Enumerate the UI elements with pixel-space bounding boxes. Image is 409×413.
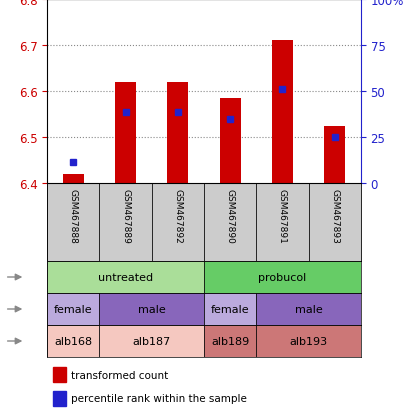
Text: percentile rank within the sample: percentile rank within the sample: [70, 394, 246, 404]
Text: untreated: untreated: [98, 272, 153, 282]
Bar: [115, 83, 136, 183]
Bar: [204, 183, 256, 261]
Text: female: female: [210, 304, 249, 314]
Bar: [167, 83, 188, 183]
Bar: [204, 261, 360, 293]
Text: male: male: [294, 304, 321, 314]
Bar: [53, 391, 66, 406]
Text: GSM467892: GSM467892: [173, 189, 182, 244]
Text: female: female: [54, 304, 92, 314]
Bar: [151, 183, 204, 261]
Bar: [308, 183, 360, 261]
Text: probucol: probucol: [258, 272, 306, 282]
Bar: [99, 293, 204, 325]
Text: alb168: alb168: [54, 336, 92, 346]
Text: GSM467890: GSM467890: [225, 189, 234, 244]
Text: alb193: alb193: [289, 336, 327, 346]
Bar: [204, 293, 256, 325]
Bar: [324, 126, 344, 183]
Bar: [47, 293, 99, 325]
Text: transformed count: transformed count: [70, 370, 168, 380]
Text: alb187: alb187: [132, 336, 171, 346]
Bar: [53, 368, 66, 382]
Text: GSM467888: GSM467888: [69, 189, 78, 244]
Bar: [256, 325, 360, 357]
Bar: [204, 325, 256, 357]
Text: GSM467891: GSM467891: [277, 189, 286, 244]
Text: GSM467893: GSM467893: [329, 189, 338, 244]
Bar: [47, 183, 99, 261]
Bar: [47, 261, 204, 293]
Bar: [271, 41, 292, 183]
Bar: [99, 325, 204, 357]
Bar: [256, 183, 308, 261]
Bar: [256, 293, 360, 325]
Bar: [219, 99, 240, 183]
Bar: [63, 174, 83, 183]
Bar: [99, 183, 151, 261]
Bar: [47, 325, 99, 357]
Text: male: male: [137, 304, 165, 314]
Text: GSM467889: GSM467889: [121, 189, 130, 244]
Text: alb189: alb189: [211, 336, 249, 346]
